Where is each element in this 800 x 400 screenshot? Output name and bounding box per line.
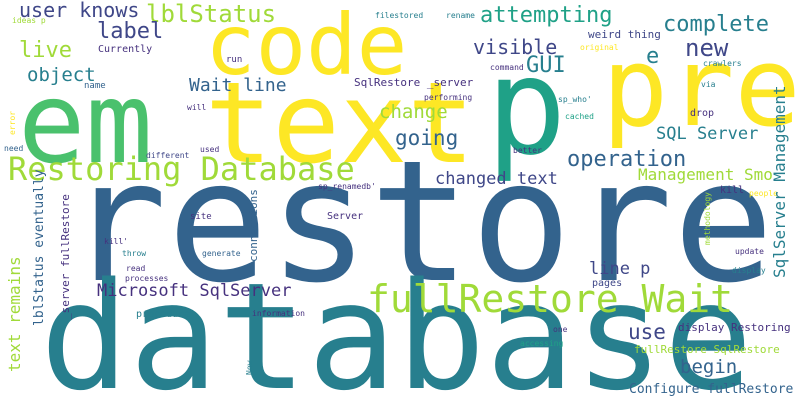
word-lblstatus-eventually: lblStatus eventually	[32, 169, 47, 326]
word-rename: rename	[446, 11, 475, 20]
word-microsoft-sqlserver: Microsoft SqlServer	[97, 281, 292, 301]
word-fullrestore-sqlrestore: fullRestore SqlRestore	[634, 343, 780, 356]
word-crawlers: crawlers	[703, 59, 742, 68]
word-em: em	[18, 59, 153, 189]
word-connections: connections	[247, 189, 260, 262]
word-going: going	[395, 126, 459, 150]
word-code: code	[205, 0, 408, 94]
word-use: use	[628, 320, 666, 344]
word-object: object	[27, 64, 96, 86]
word-kill-quote: kill'	[104, 237, 129, 246]
word-sp-renamedb: sp_renamedb'	[318, 182, 376, 191]
word-restore: restore	[66, 124, 775, 320]
word-generate: generate	[202, 249, 241, 258]
word-sql-server: SQL Server	[656, 124, 759, 144]
word-filestored: filestored	[375, 11, 424, 20]
word-update: update	[735, 247, 764, 256]
word-database: database	[40, 251, 753, 400]
word-run: run	[226, 55, 243, 65]
word-used: used	[200, 145, 220, 154]
word-lblstatus: lblStatus	[146, 0, 277, 28]
word-wait-line: Wait line	[189, 75, 287, 96]
word-now: Now	[245, 360, 254, 375]
word-people: people	[749, 189, 778, 198]
word-error: error	[8, 110, 17, 135]
word-sp-who: sp_who'	[558, 95, 592, 104]
word-drop: drop	[690, 108, 715, 119]
word-display-restoring: display Restoring	[678, 321, 791, 334]
word-label: label	[97, 19, 164, 44]
word-sqlrestore-server: SqlRestore _server	[354, 76, 474, 89]
word-operation: operation	[567, 147, 687, 172]
word-change: change	[379, 101, 448, 123]
word-pages: pages	[592, 278, 623, 289]
word-text: text	[205, 59, 475, 189]
word-pre: pre	[602, 23, 800, 151]
word-information: information	[252, 309, 305, 318]
word-live: live	[19, 38, 72, 63]
word-ideas-p: ideas p	[12, 16, 46, 25]
word-complete: complete	[663, 12, 769, 37]
word-original: original	[580, 43, 619, 52]
word-command: command	[490, 63, 524, 72]
word-restoring-database: Restoring Database	[8, 150, 355, 188]
word-procedure: procedure	[136, 309, 191, 320]
word-line-p: line p	[589, 259, 651, 279]
word-begin: begin	[680, 356, 738, 378]
word-attempting: attempting	[480, 3, 613, 28]
word-different: different	[146, 151, 190, 160]
word-e: e	[646, 44, 660, 69]
word-kill: kill	[720, 185, 745, 196]
word-via: via	[701, 80, 716, 89]
word-performing: performing	[424, 93, 473, 102]
word-better: better	[513, 146, 542, 155]
word-server-fullrestore: _server fullRestore	[59, 194, 72, 320]
word-one: one	[553, 325, 568, 334]
word-visible: visible	[473, 35, 558, 59]
word-methodology: methodology	[703, 192, 712, 245]
word-currently: Currently	[98, 44, 153, 55]
word-site: site	[190, 212, 212, 222]
word-weird-thing: weird thing	[588, 28, 661, 41]
word-need: need	[4, 144, 24, 153]
word-processes: processes	[125, 274, 169, 283]
word-gui: GUI	[526, 53, 566, 78]
word-accessing: accessing	[520, 339, 564, 348]
word-changed-text: changed text	[435, 169, 558, 189]
word-display: display	[732, 266, 766, 275]
word-user-knows: user knows	[19, 0, 140, 22]
word-will: will	[187, 103, 207, 112]
word-fullrestore-wait: fullRestore Wait	[367, 277, 734, 321]
word-name: name	[84, 81, 106, 91]
word-management-smo: Management Smo	[638, 165, 773, 184]
word-throw: throw	[122, 249, 147, 258]
word-configure-fullrestore: Configure fullRestore	[629, 382, 794, 397]
word-cached: cached	[565, 112, 594, 121]
word-new: new	[685, 34, 729, 62]
word-p: p	[486, 29, 567, 185]
word-sqlserver-management: SqlServer Management	[770, 85, 789, 278]
word-read: read	[126, 264, 146, 273]
word-text-remains: text remains	[5, 256, 24, 372]
word-server: Server	[327, 211, 364, 222]
